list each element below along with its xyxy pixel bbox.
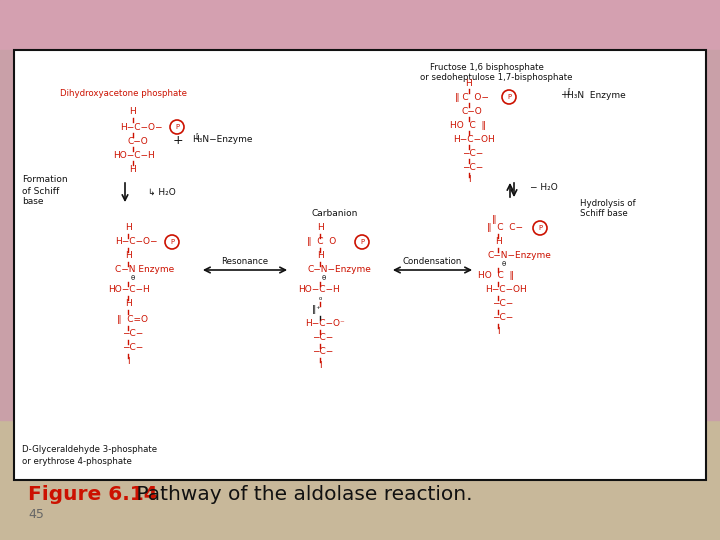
Text: −C−: −C− [462, 148, 483, 158]
Text: H: H [495, 238, 501, 246]
Text: H−C−O−: H−C−O− [115, 238, 158, 246]
Text: ‖  C  O: ‖ C O [307, 238, 342, 246]
Text: C−O: C−O [462, 106, 482, 116]
Text: ‖: ‖ [492, 215, 497, 225]
Text: P: P [360, 239, 364, 245]
Text: HO  C  ‖: HO C ‖ [450, 120, 486, 130]
Text: − H₂O: − H₂O [530, 184, 558, 192]
Text: Resonance: Resonance [222, 256, 269, 266]
Text: −C−: −C− [122, 343, 143, 353]
Text: H: H [317, 252, 323, 260]
Text: 45: 45 [28, 509, 44, 522]
Text: H: H [125, 300, 131, 308]
Text: H: H [317, 224, 323, 233]
Text: Hydrolysis of: Hydrolysis of [580, 199, 636, 207]
Text: ⁅: ⁅ [195, 133, 198, 139]
Text: P: P [170, 239, 174, 245]
Text: ⁅: ⁅ [567, 87, 570, 94]
Text: Figure 6.14: Figure 6.14 [28, 484, 158, 503]
Text: Condensation: Condensation [402, 256, 462, 266]
Text: C−N Enzyme: C−N Enzyme [115, 266, 174, 274]
Text: C−O: C−O [127, 137, 148, 145]
Text: I: I [127, 357, 130, 367]
Text: −C−: −C− [462, 163, 483, 172]
Text: or erythrose 4-phosphate: or erythrose 4-phosphate [22, 456, 132, 465]
Text: ‖⁺: ‖⁺ [312, 306, 320, 314]
Text: HO−C−H: HO−C−H [108, 286, 150, 294]
Text: H: H [125, 224, 131, 233]
Text: −C−: −C− [122, 329, 143, 339]
Text: −C−: −C− [492, 314, 513, 322]
Text: +: + [560, 90, 568, 100]
Text: I: I [319, 361, 321, 370]
Text: H−C−OH: H−C−OH [485, 286, 527, 294]
Text: base: base [22, 198, 43, 206]
Bar [14, 50, 706, 480]
Text: P: P [507, 94, 511, 100]
Text: Pathway of the aldolase reaction.: Pathway of the aldolase reaction. [130, 484, 472, 503]
Text: θ: θ [502, 261, 506, 267]
Text: HO−C−H: HO−C−H [298, 286, 340, 294]
Text: ‖ C  O−: ‖ C O− [455, 92, 489, 102]
Text: of Schiff: of Schiff [22, 186, 59, 195]
Text: ‖  C  C−: ‖ C C− [487, 224, 523, 233]
Text: +: + [173, 134, 184, 147]
Text: H−C−OH: H−C−OH [453, 134, 495, 144]
Text: or sedoheptulose 1,7-bisphosphate: or sedoheptulose 1,7-bisphosphate [420, 73, 572, 83]
Text: o: o [318, 295, 322, 300]
Text: HO−C−H: HO−C−H [113, 151, 155, 159]
Text: Carbanion: Carbanion [312, 208, 358, 218]
Text: H₃N−Enzyme: H₃N−Enzyme [192, 134, 253, 144]
Text: H: H [125, 252, 131, 260]
Text: Formation: Formation [22, 176, 68, 185]
Text: I: I [468, 176, 470, 185]
Text: H−C−O−: H−C−O− [120, 123, 163, 132]
Text: H: H [130, 165, 136, 173]
Text: P: P [175, 124, 179, 130]
Text: H₃N  Enzyme: H₃N Enzyme [567, 91, 626, 99]
Text: ‖  C=O: ‖ C=O [117, 315, 148, 325]
Text: ↳ H₂O: ↳ H₂O [148, 187, 176, 197]
Text: I: I [497, 327, 499, 336]
Text: C−N−Enzyme: C−N−Enzyme [307, 266, 371, 274]
Text: −C−: −C− [312, 334, 333, 342]
Text: −C−: −C− [312, 348, 333, 356]
Text: H: H [466, 79, 472, 89]
Bar [0, 50, 720, 420]
Bar [0, 0, 720, 50]
Text: H−C−O⁻: H−C−O⁻ [305, 320, 345, 328]
Text: HO  C  ‖: HO C ‖ [478, 272, 514, 280]
Text: Schiff base: Schiff base [580, 210, 628, 219]
Text: C−N−Enzyme: C−N−Enzyme [487, 252, 551, 260]
Text: Dihydroxyacetone phosphate: Dihydroxyacetone phosphate [60, 89, 187, 98]
Text: Fructose 1,6 bisphosphate: Fructose 1,6 bisphosphate [430, 63, 544, 71]
Text: P: P [538, 225, 542, 231]
Text: θ: θ [131, 275, 135, 281]
Text: θ: θ [322, 275, 326, 281]
Text: D-Glyceraldehyde 3-phosphate: D-Glyceraldehyde 3-phosphate [22, 446, 157, 455]
Text: H: H [130, 107, 136, 117]
Bar [0, 420, 720, 540]
Text: −C−: −C− [492, 300, 513, 308]
